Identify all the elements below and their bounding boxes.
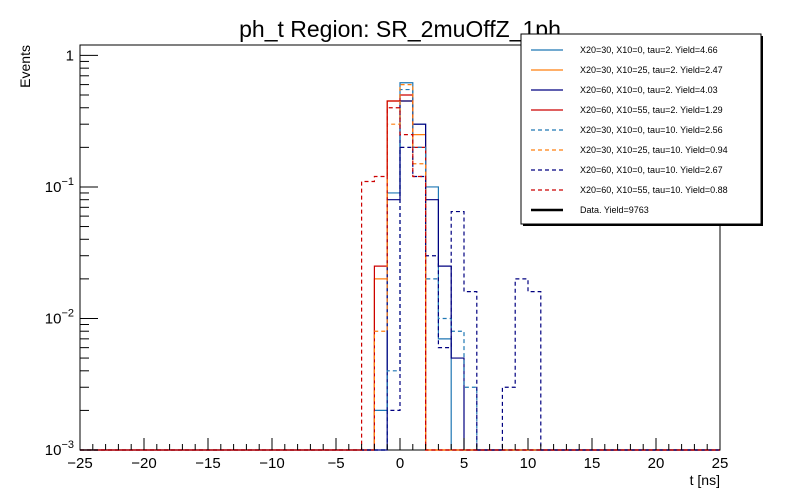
x-tick-label: 20 — [648, 455, 665, 472]
legend-label: X20=60, X10=0, tau=2. Yield=4.03 — [580, 85, 718, 95]
chart-title: ph_t Region: SR_2muOffZ_1ph — [239, 16, 561, 42]
x-tick-label: −10 — [259, 455, 284, 472]
x-tick-label: −20 — [131, 455, 156, 472]
legend-label: X20=60, X10=0, tau=10. Yield=2.67 — [580, 165, 723, 175]
y-tick-label: 10−3 — [45, 439, 74, 459]
y-tick-label: 10−1 — [45, 176, 74, 196]
x-axis: −25 −20 −15 −10 −5 0 5 10 15 20 25 — [67, 438, 728, 472]
y-axis: 10−3 10−2 10−1 1 — [45, 47, 98, 459]
x-tick-label: 5 — [460, 455, 468, 472]
x-tick-label: −25 — [67, 455, 92, 472]
legend-label: X20=30, X10=0, tau=10. Yield=2.56 — [580, 125, 723, 135]
x-tick-label: 10 — [520, 455, 537, 472]
y-tick-label: 1 — [66, 47, 74, 64]
legend: X20=30, X10=0, tau=2. Yield=4.66 X20=30, … — [520, 33, 763, 226]
legend-label: Data. Yield=9763 — [580, 205, 649, 215]
legend-label: X20=30, X10=25, tau=10. Yield=0.94 — [580, 145, 728, 155]
legend-label: X20=30, X10=25, tau=2. Yield=2.47 — [580, 65, 723, 75]
legend-box — [520, 33, 762, 225]
x-tick-label: 15 — [584, 455, 601, 472]
x-tick-label: 25 — [712, 455, 729, 472]
legend-label: X20=30, X10=0, tau=2. Yield=4.66 — [580, 45, 718, 55]
y-axis-title: Events — [17, 45, 33, 88]
x-tick-label: 0 — [396, 455, 404, 472]
legend-label: X20=60, X10=55, tau=2. Yield=1.29 — [580, 105, 723, 115]
x-tick-label: −5 — [327, 455, 344, 472]
series-line-8 — [80, 107, 720, 451]
y-tick-label: 10−2 — [45, 307, 74, 327]
legend-label: X20=60, X10=55, tau=10. Yield=0.88 — [580, 185, 728, 195]
x-tick-label: −15 — [195, 455, 220, 472]
x-axis-title: t [ns] — [690, 472, 720, 488]
